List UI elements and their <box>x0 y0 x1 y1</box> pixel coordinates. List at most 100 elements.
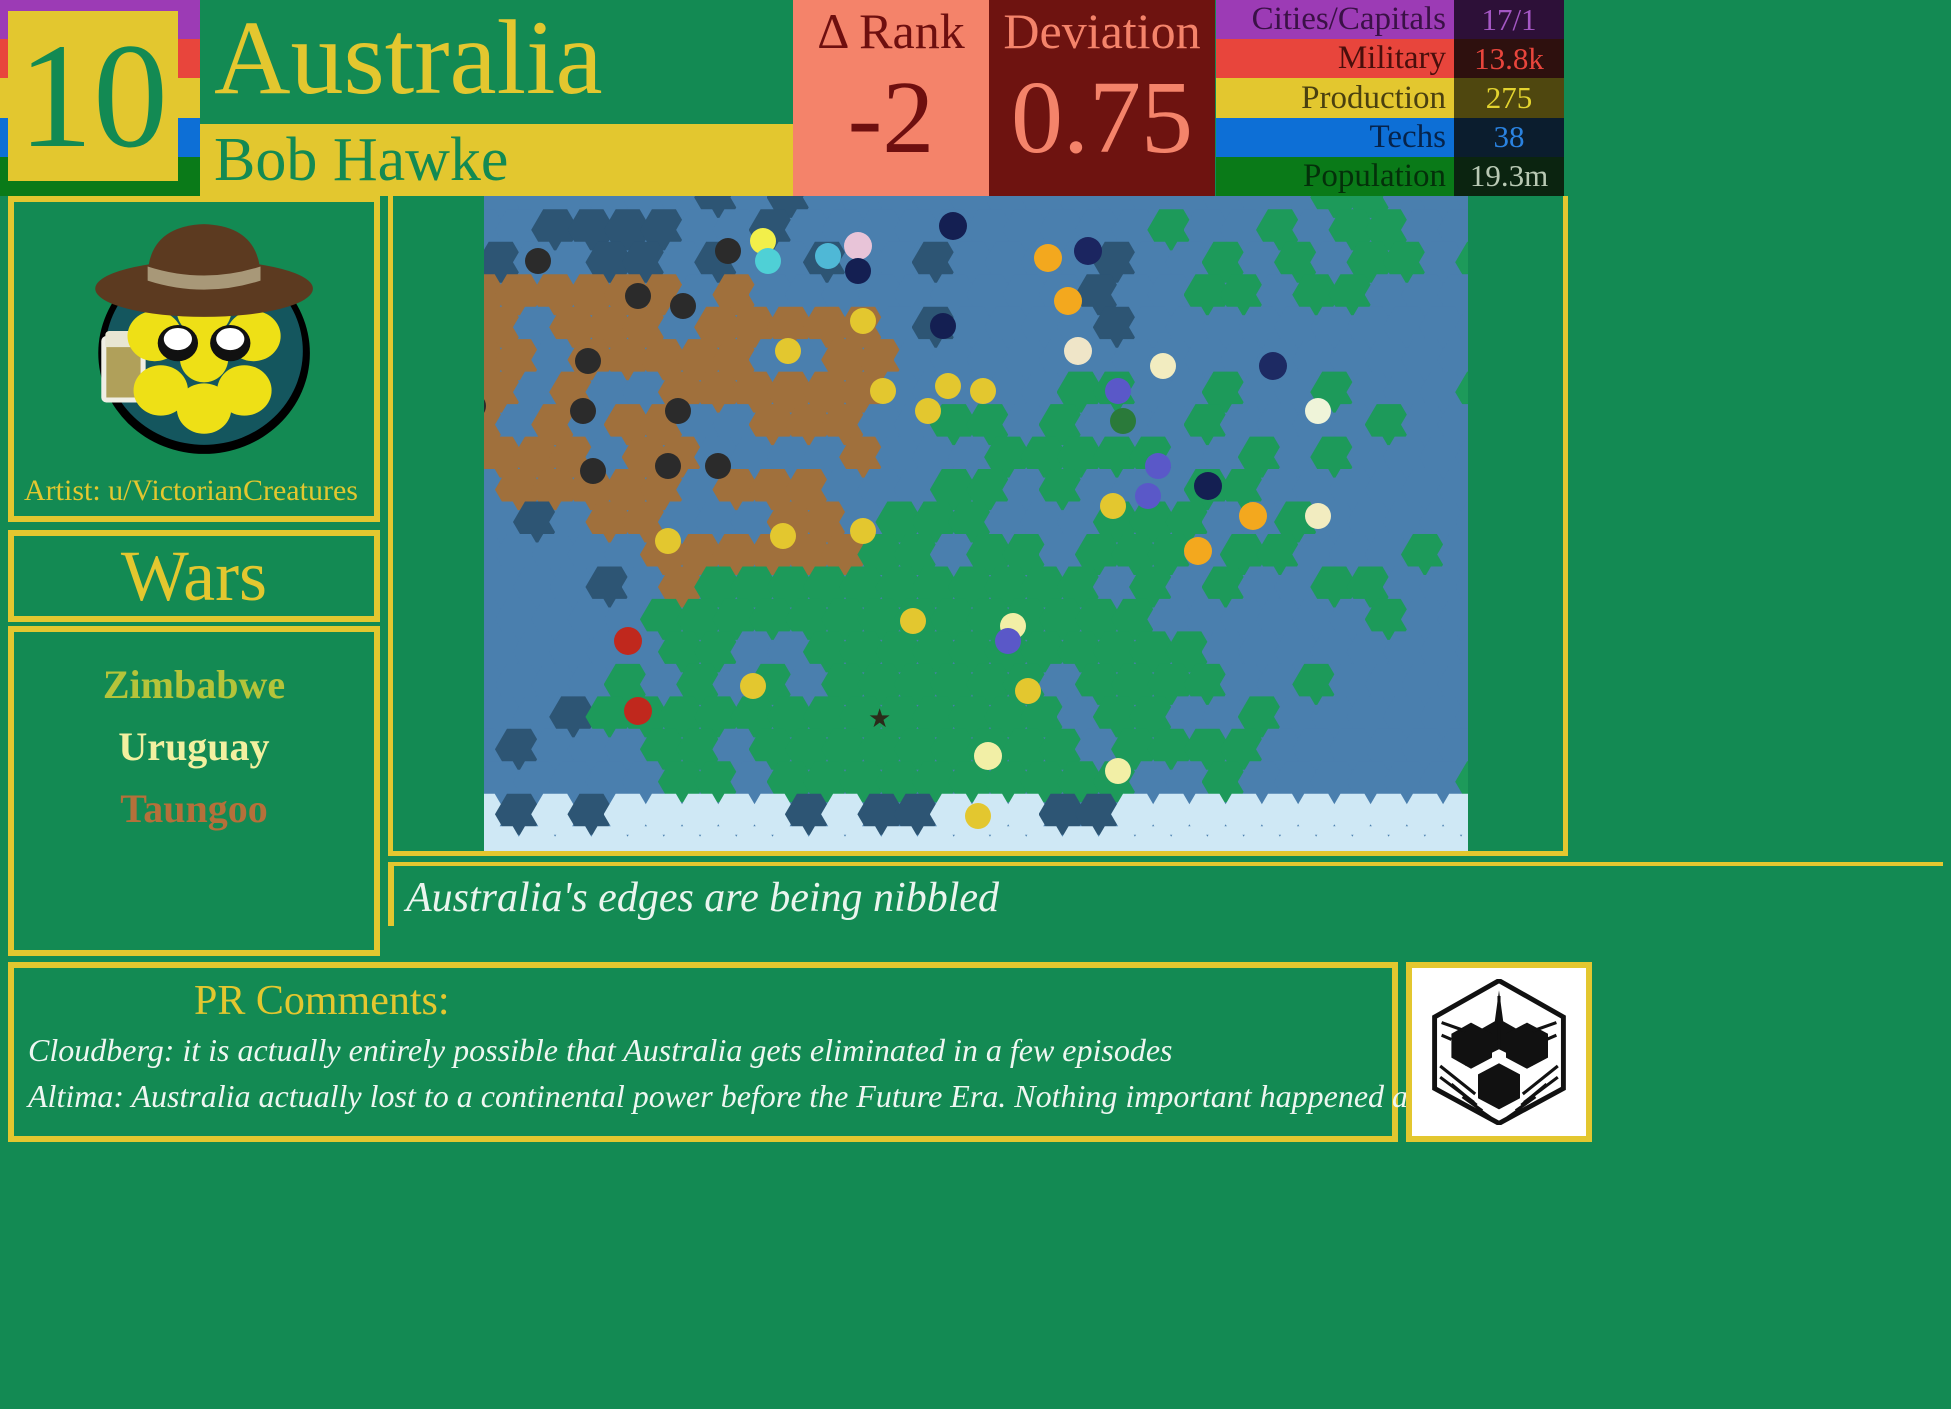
map-city-marker[interactable] <box>1074 237 1102 265</box>
map-city-marker[interactable] <box>770 523 796 549</box>
stat-label: Techs <box>1216 117 1454 157</box>
stats-table: Cities/Capitals 17/1 Military 13.8k Producti… <box>1216 0 1951 197</box>
map-caption: Australia's edges are being nibbled <box>406 875 1000 921</box>
delta-rank-box: Δ Rank -2 <box>793 0 989 196</box>
map-left-gutter <box>388 196 484 856</box>
map-city-marker[interactable] <box>939 212 967 240</box>
map-city-marker[interactable] <box>930 313 956 339</box>
map-city-marker[interactable] <box>1194 472 1222 500</box>
map-city-marker[interactable] <box>655 528 681 554</box>
header: 10 Australia Bob Hawke Δ Rank -2 Deviati… <box>0 0 1951 197</box>
map-city-marker[interactable] <box>665 398 691 424</box>
map-city-marker[interactable] <box>575 348 601 374</box>
delta-rank-value: -2 <box>847 60 935 175</box>
stat-label: Production <box>1216 78 1454 118</box>
stat-row-techs: Techs 38 <box>1216 117 1951 157</box>
nation-name: Australia <box>214 0 603 116</box>
map-city-marker[interactable] <box>775 338 801 364</box>
delta-rank-label: Δ Rank <box>817 3 965 59</box>
hex-logo-icon <box>1432 979 1566 1125</box>
map-city-marker[interactable] <box>1239 502 1267 530</box>
countryball-icon <box>95 224 313 454</box>
stat-value: 275 <box>1454 78 1564 118</box>
wars-header: Wars <box>8 530 380 622</box>
caption-bar: Australia's edges are being nibbled <box>388 862 1943 926</box>
map-right-gutter <box>1468 196 1564 856</box>
stat-label: Military <box>1216 39 1454 79</box>
map-city-marker[interactable] <box>1135 483 1161 509</box>
map-city-marker[interactable] <box>815 243 841 269</box>
map-city-marker[interactable] <box>900 608 926 634</box>
title-block: Australia Bob Hawke <box>200 0 795 196</box>
stat-value: 13.8k <box>1454 39 1564 79</box>
avatar <box>14 202 374 464</box>
leader-name: Bob Hawke <box>214 126 509 194</box>
map-city-marker[interactable] <box>974 742 1002 770</box>
map-city-marker[interactable] <box>655 453 681 479</box>
map-city-marker[interactable] <box>1105 758 1131 784</box>
map-city-marker[interactable] <box>1100 493 1126 519</box>
map-city-marker[interactable] <box>580 458 606 484</box>
map-city-marker[interactable] <box>1054 287 1082 315</box>
map-city-marker[interactable] <box>755 248 781 274</box>
wars-list: Zimbabwe Uruguay Taungoo <box>8 626 380 956</box>
map-city-marker[interactable] <box>935 373 961 399</box>
map-city-marker[interactable] <box>915 398 941 424</box>
map-city-marker[interactable] <box>995 628 1021 654</box>
avatar-panel: Artist: u/VictorianCreatures <box>8 196 380 522</box>
game-map[interactable]: ★★ <box>388 196 1568 856</box>
deviation-value: 0.75 <box>1011 60 1193 175</box>
stat-row-military: Military 13.8k <box>1216 39 1951 79</box>
sidebar: Artist: u/VictorianCreatures Wars Zimbab… <box>8 196 380 956</box>
stat-row-production: Production 275 <box>1216 78 1951 118</box>
map-city-marker[interactable] <box>850 308 876 334</box>
map-city-marker[interactable] <box>614 627 642 655</box>
map-city-marker[interactable] <box>740 673 766 699</box>
stat-value: 17/1 <box>1454 0 1564 40</box>
map-city-marker[interactable] <box>670 293 696 319</box>
map-city-marker[interactable] <box>715 238 741 264</box>
map-city-marker[interactable] <box>625 283 651 309</box>
rank-badge: 10 <box>8 11 178 181</box>
pr-comment-1: Cloudberg: it is actually entirely possi… <box>28 1032 1173 1068</box>
map-city-marker[interactable] <box>844 232 872 260</box>
war-item[interactable]: Zimbabwe <box>102 662 286 707</box>
stat-row-population: Population 19.3m <box>1216 156 1951 197</box>
map-city-marker[interactable] <box>1305 503 1331 529</box>
map-city-marker[interactable] <box>1105 378 1131 404</box>
map-city-marker[interactable] <box>525 248 551 274</box>
stat-value: 38 <box>1454 117 1564 157</box>
map-city-marker[interactable] <box>705 453 731 479</box>
map-city-marker[interactable] <box>965 803 991 829</box>
map-city-marker[interactable] <box>1259 352 1287 380</box>
deviation-label: Deviation <box>1003 3 1201 59</box>
pr-comment-2: Altima: Australia actually lost to a con… <box>28 1078 1467 1114</box>
map-city-marker[interactable] <box>1184 537 1212 565</box>
map-city-marker[interactable] <box>850 518 876 544</box>
map-city-marker[interactable] <box>1064 337 1092 365</box>
stat-value: 19.3m <box>1454 156 1564 197</box>
map-city-marker[interactable] <box>624 697 652 725</box>
map-city-marker[interactable] <box>1150 353 1176 379</box>
artist-credit: Artist: u/VictorianCreatures <box>24 474 358 507</box>
map-city-marker[interactable] <box>1015 678 1041 704</box>
deviation-box: Deviation 0.75 <box>989 0 1215 196</box>
stat-label: Population <box>1216 156 1454 197</box>
map-city-marker[interactable] <box>870 378 896 404</box>
war-item[interactable]: Taungoo <box>120 786 268 831</box>
map-city-marker[interactable] <box>970 378 996 404</box>
map-city-marker[interactable] <box>570 398 596 424</box>
series-logo <box>1406 962 1592 1142</box>
capital-star-icon: ★ <box>868 704 892 733</box>
leader-bar: Bob Hawke <box>200 124 795 196</box>
map-city-marker[interactable] <box>1110 408 1136 434</box>
map-city-marker[interactable] <box>1305 398 1331 424</box>
war-item[interactable]: Uruguay <box>118 724 270 769</box>
pr-comments-header: PR Comments: <box>194 978 450 1024</box>
stat-label: Cities/Capitals <box>1216 0 1454 40</box>
stat-row-cities-capitals: Cities/Capitals 17/1 <box>1216 0 1951 40</box>
map-city-marker[interactable] <box>1145 453 1171 479</box>
map-city-marker[interactable] <box>845 258 871 284</box>
map-city-marker[interactable] <box>1034 244 1062 272</box>
